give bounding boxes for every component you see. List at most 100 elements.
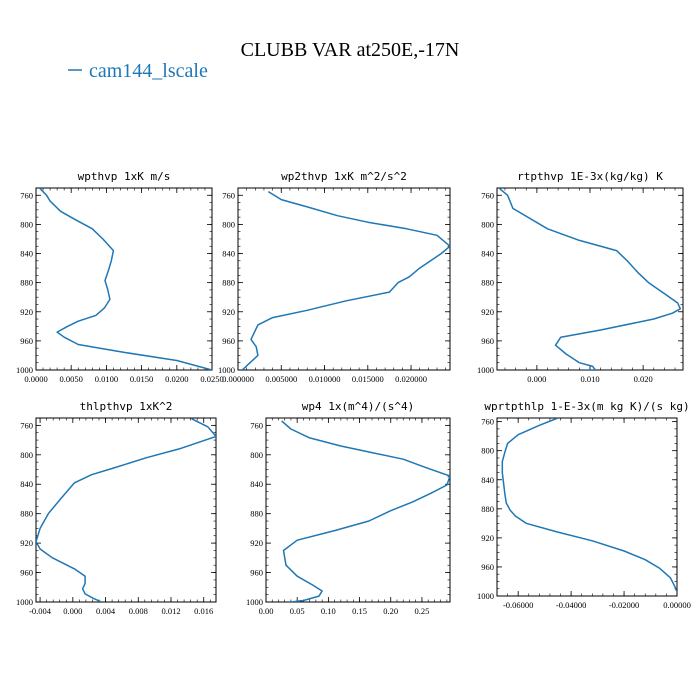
subplot-1: wpthvp 1xK m/s 0.0000 0.0050 0.0100 0.0150 0.… [16,170,224,384]
x-tick-label: 0.016 [194,606,213,616]
y-tick-label: 840 [481,249,494,259]
subplot-title: wp2thvp 1xK m^2/s^2 [281,170,407,183]
series-line [241,190,450,370]
x-tick-label: 0.000 [63,606,82,616]
x-tick-label: 0.000 [527,374,546,384]
x-tick-label: -0.004 [29,606,52,616]
y-tick-label: 840 [250,479,263,489]
y-tick-label: 880 [481,504,494,514]
subplot-title: thlpthvp 1xK^2 [80,400,173,413]
x-tick-label: 0.010 [580,374,599,384]
legend-label: cam144_lscale [89,60,208,82]
subplot-title: wp4 1x(m^4)/(s^4) [302,400,415,413]
x-tick-label: 0.25 [414,606,429,616]
y-tick-label: 960 [222,336,235,346]
y-tick-label: 1000 [16,597,33,607]
y-tick-label: 760 [481,417,494,427]
y-tick-label: 1000 [246,597,263,607]
x-tick-label: -0.04000 [556,600,586,610]
y-tick-label: 1000 [477,365,494,375]
series-line [501,418,677,592]
x-tick-label: 0.008 [129,606,148,616]
y-tick-label: 880 [481,278,494,288]
y-tick-label: 760 [20,420,33,430]
plot-frame [35,187,213,371]
x-tick-label: 0.010000 [309,374,341,384]
subplot-title: rtpthvp 1E-3x(kg/kg) K [517,170,663,183]
x-tick-label: -0.06000 [503,600,533,610]
x-tick-label: 0.020000 [395,374,427,384]
series-line [281,420,450,602]
x-tick-label: 0.005000 [265,374,297,384]
y-tick-label: 800 [250,450,263,460]
x-tick-label: 0.0150 [130,374,153,384]
subplot-6: wprtpthlp 1-E-3x(m kg K)/(s kg) -0.06000 -… [477,400,691,610]
series-line [499,188,682,370]
y-tick-label: 1000 [218,365,235,375]
subplot-2: wp2thvp 1xK m^2/s^2 0.000000 0.005000 0.010… [218,170,451,384]
x-tick-label: 0.20 [383,606,398,616]
y-tick-label: 840 [481,475,494,485]
series-line [36,418,216,602]
y-tick-label: 960 [20,336,33,346]
y-tick-label: 920 [20,538,33,548]
y-tick-label: 920 [481,533,494,543]
legend: cam144_lscale [68,60,208,82]
subplot-4: thlpthvp 1xK^2 -0.004 0.000 0.004 0.008 0.012… [16,400,217,616]
y-tick-label: 880 [250,509,263,519]
y-tick-label: 880 [222,278,235,288]
x-tick-label: -0.02000 [609,600,639,610]
x-tick-label: 0.00000 [663,600,691,610]
x-tick-label: 0.0200 [165,374,188,384]
plot-frame [496,417,678,597]
y-tick-label: 840 [20,479,33,489]
subplot-title: wprtpthlp 1-E-3x(m kg K)/(s kg) [484,400,689,413]
x-tick-label: 0.0250 [200,374,223,384]
subplot-title: wpthvp 1xK m/s [78,170,171,183]
y-tick-label: 800 [20,219,33,229]
x-tick-label: 0.012 [161,606,180,616]
y-tick-label: 880 [20,509,33,519]
x-tick-label: 0.0050 [60,374,83,384]
y-tick-label: 1000 [16,365,33,375]
y-tick-label: 760 [222,190,235,200]
y-tick-label: 760 [481,190,494,200]
y-tick-label: 800 [481,219,494,229]
y-tick-label: 920 [481,307,494,317]
subplot-3: rtpthvp 1E-3x(kg/kg) K 0.000 0.010 0.020 760… [477,170,684,384]
y-tick-label: 920 [20,307,33,317]
x-tick-label: 0.004 [96,606,116,616]
x-tick-label: 0.0100 [95,374,118,384]
plot-frame [265,417,451,603]
y-tick-label: 960 [20,568,33,578]
y-tick-label: 920 [250,538,263,548]
series-line [38,188,212,370]
x-tick-label: 0.00 [259,606,274,616]
y-tick-label: 800 [20,450,33,460]
y-tick-label: 960 [250,568,263,578]
x-tick-label: 0.0000 [24,374,47,384]
plot-frame [35,417,217,603]
y-tick-label: 960 [481,336,494,346]
y-tick-label: 920 [222,307,235,317]
y-tick-label: 880 [20,278,33,288]
x-tick-label: 0.020 [634,374,653,384]
plot-frame [237,187,451,371]
y-tick-label: 840 [222,249,235,259]
y-tick-label: 800 [481,446,494,456]
y-tick-label: 800 [222,219,235,229]
subplots-grid: wpthvp 1xK m/s 0.0000 0.0050 0.0100 0.0150 0.… [16,170,691,616]
x-tick-label: 0.000000 [222,374,254,384]
x-tick-label: 0.015000 [352,374,384,384]
y-tick-label: 840 [20,249,33,259]
x-tick-label: 0.15 [352,606,367,616]
x-tick-label: 0.05 [290,606,305,616]
x-tick-label: 0.10 [321,606,336,616]
y-tick-label: 760 [250,420,263,430]
subplot-5: wp4 1x(m^4)/(s^4) 0.00 0.05 0.10 0.15 0.20 0.2… [246,400,451,616]
y-tick-label: 760 [20,190,33,200]
figure-title: CLUBB VAR at250E,-17N [241,39,460,61]
y-tick-label: 1000 [477,591,494,601]
y-tick-label: 960 [481,562,494,572]
